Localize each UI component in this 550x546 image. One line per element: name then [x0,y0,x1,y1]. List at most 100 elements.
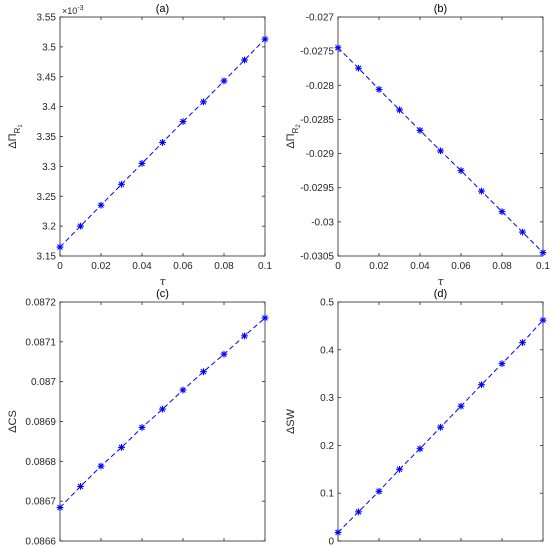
panel-a-exponent-base: ×10 [62,6,77,16]
panel-c-series-line [59,317,266,508]
panel-a-data-point [200,98,207,106]
panel-d-data-point [478,381,485,389]
panel-a-ylabel: ΔΠR1 [7,124,24,149]
panel-d-ylabel-main: ΔSW [285,408,297,434]
panel-a-ytick-label: 3.3 [42,162,56,173]
panel-b-data-point [539,249,547,256]
panel-b-ytick-label: -0.0285 [300,115,334,126]
panel-d-data-point [539,316,547,324]
panel-a-data-point [118,180,125,188]
panel-b-data-point [457,167,465,175]
panel-a-data-point [179,118,187,125]
panel-d-ytick-label: 0.2 [320,441,334,452]
panel-b-ytick-label: -0.03 [311,217,334,228]
panel-b-xtick-label: 0.02 [369,261,389,272]
panel-a-xtick-label: 0.08 [214,261,234,272]
panel-c-data-point [179,386,187,394]
panel-b-data-point [334,44,342,52]
panel-d-title: (d) [434,288,447,300]
panel-d-data-point [498,360,506,368]
panel-c-ytick-label: 0.0868 [25,457,56,468]
panel-d-data-point [375,487,383,495]
panel-a-data-point [261,35,269,43]
panel-a-data-point [138,159,146,167]
panel-c-data-point [220,350,228,358]
panel-a-data-point [159,139,166,146]
panel-b-ylabel-sub: R [291,127,300,133]
panel-a-ytick-label: 3.45 [37,72,57,83]
panel-c-ytick-label: 0.0866 [25,537,56,546]
panel-b-data-point [355,64,362,72]
panel-c-data-point [200,368,207,376]
panel-d-data-point [334,528,342,536]
panel-a-ytick-label: 3.4 [42,102,56,113]
panel-c-ytick-label: 0.087 [31,377,56,388]
panel-d-ytick-label: 0.1 [320,489,334,500]
panel-b-xtick-label: 0 [335,261,341,272]
panel-a-exponent-label: ×10-3 [62,5,84,16]
panel-d-ytick-label: 0 [328,537,334,546]
panel-a-data-point [241,56,248,64]
panel-a-xtick-label: 0.04 [132,261,152,272]
panel-b-ytick-label: -0.028 [306,81,335,92]
panel-a-data-point [220,77,228,85]
panel-a-data-point [77,222,84,230]
panel-c-data-point [138,424,146,431]
panel-b-ytick-label: -0.029 [306,149,335,160]
panel-d-ytick-label: 0.5 [320,298,334,309]
panel-d-data-point [396,465,403,473]
panel-b-ytick-label: -0.0295 [300,183,334,194]
panel-b-ylabel-subsub: 2 [296,124,302,128]
panel-d-data-point [519,339,526,347]
panel-a-xtick-label: 0.06 [173,261,193,272]
panel-b-xtick-label: 0.08 [492,261,512,272]
panel-a-ylabel-sub: R [13,127,22,133]
panel-c: 00.020.040.060.080.10.08660.08670.08680.… [7,288,269,546]
panel-a-axes-box [59,16,266,257]
panel-c-ytick-label: 0.0872 [25,298,56,309]
panel-c-title: (c) [156,288,169,300]
panel-d-ytick-label: 0.3 [320,393,334,404]
panel-d-ytick-label: 0.4 [320,345,334,356]
panel-a-ylabel-subsub: 1 [18,124,24,128]
panel-a-xtick-label: 0.02 [91,261,111,272]
panel-d-data-point [437,423,444,431]
panel-a-ytick-label: 3.25 [37,192,57,203]
panel-b-data-point [498,208,506,216]
panel-a-ytick-label: 3.2 [42,222,56,233]
panel-c-data-point [97,462,105,470]
panel-c-data-point [77,483,84,490]
panel-b-xtick-label: 0.04 [410,261,430,272]
panel-c-axes-box [59,301,266,542]
panel-a-xtick-label: 0.1 [258,261,272,272]
panel-a-ytick-label: 3.35 [37,132,57,143]
panel-a-data-point [56,243,64,251]
panel-b-title: (b) [434,3,447,15]
panel-a-ytick-label: 3.15 [37,252,57,263]
panel-b-data-point [396,106,403,114]
panel-d-data-point [416,445,424,453]
panel-d-data-point [457,402,465,410]
panel-a-exponent-power: -3 [77,5,83,12]
panel-a-xlabel: τ [159,275,166,288]
panel-b-ytick-label: -0.0305 [300,252,334,263]
panel-b-data-point [375,85,383,93]
panel-c-ylabel-main: ΔCS [7,410,19,433]
panel-b-xtick-label: 0.1 [536,261,550,272]
panel-b-ylabel-main: ΔΠ [285,133,297,148]
panel-b-data-point [416,126,424,134]
panel-d-data-point [355,508,362,516]
panel-a-title: (a) [156,3,169,15]
panel-b-xtick-label: 0.06 [451,261,471,272]
panel-a-ytick-label: 3.55 [37,13,57,24]
panel-c-data-point [159,405,166,413]
panel-c-data-point [261,314,269,322]
panel-b-data-point [519,228,526,236]
panel-b: 0 0.02 0.04 0.06 0.08 0.1 -0.027 -0.0275 -0.028 -… [285,3,550,288]
panel-d: 00.020.040.060.080.100.10.20.30.40.5(d)τ… [285,288,547,546]
panel-b-data-point [437,147,444,155]
panel-c-data-point [56,504,64,511]
panel-b-ylabel: ΔΠR2 [285,124,302,149]
panel-b-ytick-label: -0.027 [306,13,335,24]
